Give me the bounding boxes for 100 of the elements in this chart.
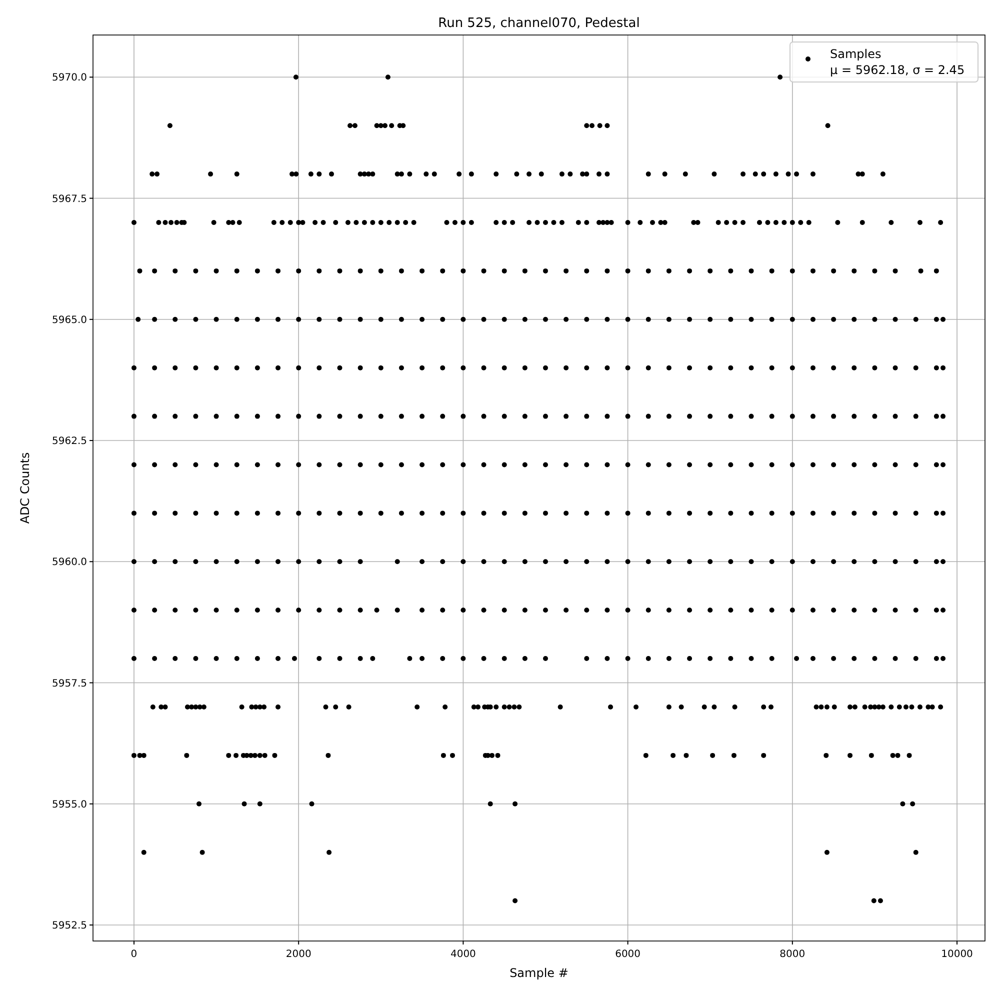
point — [214, 608, 219, 613]
point — [460, 559, 466, 564]
point — [934, 316, 939, 322]
point — [440, 316, 446, 322]
point — [604, 365, 610, 370]
point — [254, 365, 260, 370]
y-tick-label: 5962.5 — [52, 436, 87, 448]
point — [913, 414, 918, 419]
point — [604, 559, 610, 564]
point — [272, 752, 278, 758]
point — [604, 608, 610, 613]
point — [684, 752, 689, 758]
point — [852, 316, 857, 322]
point — [769, 268, 774, 274]
point — [460, 462, 466, 468]
point — [590, 123, 595, 128]
point — [646, 414, 651, 419]
point — [831, 608, 836, 613]
point — [150, 172, 155, 177]
point — [666, 510, 672, 516]
point — [502, 462, 507, 468]
point — [323, 704, 328, 710]
point — [831, 268, 836, 274]
point — [769, 316, 774, 322]
point — [152, 316, 158, 322]
point — [512, 898, 518, 904]
point — [172, 462, 178, 468]
x-tick-label: 4000 — [450, 949, 476, 960]
point — [254, 414, 260, 419]
point — [918, 268, 924, 274]
point — [420, 462, 425, 468]
point — [481, 608, 486, 613]
point — [558, 704, 563, 710]
point — [708, 414, 713, 419]
point — [646, 656, 651, 662]
point — [226, 752, 232, 758]
point — [604, 316, 610, 322]
point — [852, 462, 857, 468]
point — [604, 510, 610, 516]
point — [214, 414, 219, 419]
point — [878, 898, 883, 904]
y-tick-label: 5957.5 — [52, 678, 87, 690]
point — [608, 704, 614, 710]
point — [424, 172, 429, 177]
point — [708, 656, 713, 662]
point — [708, 608, 713, 613]
point — [646, 462, 651, 468]
point — [294, 172, 299, 177]
point — [254, 656, 260, 662]
point — [481, 316, 486, 322]
point — [687, 656, 692, 662]
point — [584, 172, 590, 177]
y-axis-title: ADC Counts — [18, 452, 32, 524]
point — [712, 704, 717, 710]
point — [625, 268, 630, 274]
point — [892, 365, 898, 370]
point — [378, 462, 384, 468]
point — [193, 268, 198, 274]
point — [852, 559, 857, 564]
point — [892, 268, 898, 274]
point — [712, 172, 717, 177]
point — [158, 704, 164, 710]
point — [934, 462, 939, 468]
point — [234, 510, 240, 516]
point — [481, 414, 486, 419]
point — [150, 704, 156, 710]
point — [358, 656, 363, 662]
point — [913, 462, 918, 468]
point — [522, 316, 528, 322]
point — [131, 656, 136, 662]
point — [761, 172, 766, 177]
point — [708, 268, 713, 274]
point — [938, 704, 944, 710]
point — [378, 414, 384, 419]
point — [580, 172, 586, 177]
point — [666, 414, 672, 419]
point — [502, 268, 507, 274]
y-tick-label: 5970.0 — [52, 72, 87, 84]
point — [831, 316, 836, 322]
point — [193, 365, 198, 370]
point — [868, 704, 874, 710]
point — [584, 316, 590, 322]
point — [488, 801, 493, 806]
point — [584, 656, 590, 662]
point — [940, 462, 946, 468]
point — [137, 268, 142, 274]
point — [316, 510, 322, 516]
point — [584, 414, 590, 419]
point — [481, 510, 486, 516]
point — [666, 365, 672, 370]
point — [810, 462, 816, 468]
point — [316, 365, 322, 370]
point — [420, 510, 425, 516]
point — [502, 559, 507, 564]
y-tick-label: 5967.5 — [52, 194, 87, 205]
point — [420, 608, 425, 613]
point — [440, 656, 446, 662]
point — [398, 462, 404, 468]
point — [276, 656, 281, 662]
point — [868, 752, 874, 758]
